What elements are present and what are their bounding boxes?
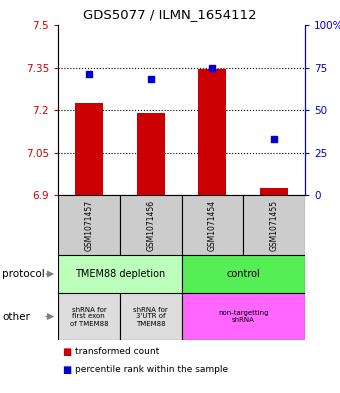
Text: GDS5077 / ILMN_1654112: GDS5077 / ILMN_1654112 — [83, 8, 257, 21]
Bar — [75, 103, 103, 195]
Bar — [58, 255, 182, 293]
Text: GSM1071455: GSM1071455 — [270, 199, 278, 251]
Bar — [58, 293, 120, 340]
Point — [86, 71, 91, 77]
Text: non-targetting
shRNA: non-targetting shRNA — [218, 310, 269, 323]
Text: other: other — [2, 312, 30, 321]
Text: TMEM88 depletion: TMEM88 depletion — [74, 269, 165, 279]
Bar — [243, 195, 305, 255]
Bar — [182, 255, 305, 293]
Bar — [182, 195, 243, 255]
Bar — [120, 195, 182, 255]
Point — [271, 136, 277, 142]
Text: ■: ■ — [62, 347, 71, 357]
Point — [148, 76, 153, 83]
Text: GSM1071456: GSM1071456 — [146, 199, 155, 251]
Text: percentile rank within the sample: percentile rank within the sample — [75, 365, 228, 375]
Point — [210, 64, 215, 71]
Bar — [58, 195, 120, 255]
Text: protocol: protocol — [2, 269, 45, 279]
Bar — [182, 293, 305, 340]
Text: ■: ■ — [62, 365, 71, 375]
Bar — [120, 293, 182, 340]
Text: GSM1071454: GSM1071454 — [208, 199, 217, 251]
Text: GSM1071457: GSM1071457 — [84, 199, 94, 251]
Bar — [260, 188, 288, 195]
Text: control: control — [226, 269, 260, 279]
Bar — [137, 113, 165, 195]
Text: shRNA for
first exon
of TMEM88: shRNA for first exon of TMEM88 — [70, 307, 108, 327]
Text: shRNA for
3'UTR of
TMEM88: shRNA for 3'UTR of TMEM88 — [133, 307, 168, 327]
Text: transformed count: transformed count — [75, 347, 159, 356]
Bar — [199, 69, 226, 195]
